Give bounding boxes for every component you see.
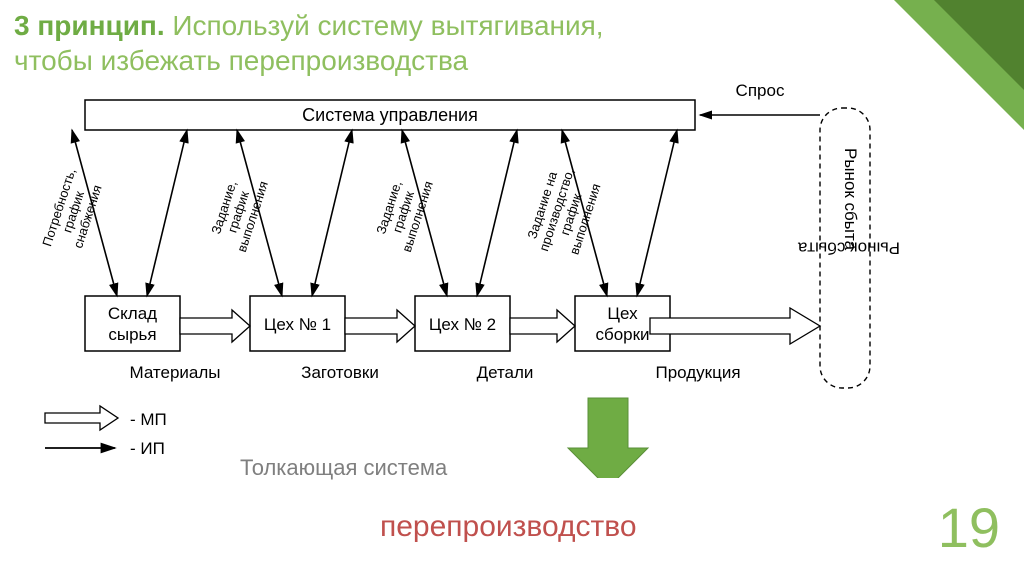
legend-mp: - МП xyxy=(130,410,167,429)
top-box-label: Система управления xyxy=(302,105,478,125)
svg-text:Продукция: Продукция xyxy=(655,363,740,382)
title-rest2: чтобы избежать перепроизводства xyxy=(14,45,468,76)
svg-text:Склад: Склад xyxy=(108,304,157,323)
title-bold: 3 принцип. xyxy=(14,10,165,41)
svg-text:сборки: сборки xyxy=(595,325,649,344)
page-number: 19 xyxy=(938,495,1000,560)
demand-label: Спрос xyxy=(736,81,785,100)
svg-text:сырья: сырья xyxy=(108,325,156,344)
svg-text:Заготовки: Заготовки xyxy=(301,363,379,382)
svg-text:Цех: Цех xyxy=(607,304,638,323)
slide-title: 3 принцип. Используй систему вытягивания… xyxy=(14,8,604,78)
market-label-v: Рынок сбыта xyxy=(841,148,860,251)
caption-push: Толкающая система xyxy=(240,455,447,481)
diagram-svg: Система управления Спрос Рынок сбыта Рын… xyxy=(0,78,1024,478)
corner-decor-inner xyxy=(934,0,1024,90)
caption-over: перепроизводство xyxy=(380,510,637,544)
svg-text:Материалы: Материалы xyxy=(129,363,220,382)
svg-text:Детали: Детали xyxy=(477,363,534,382)
svg-text:Цех № 2: Цех № 2 xyxy=(429,315,496,334)
svg-text:Цех № 1: Цех № 1 xyxy=(264,315,331,334)
title-rest1: Используй систему вытягивания, xyxy=(172,10,603,41)
legend-ip: - ИП xyxy=(130,439,165,458)
green-arrow-icon xyxy=(568,398,648,478)
